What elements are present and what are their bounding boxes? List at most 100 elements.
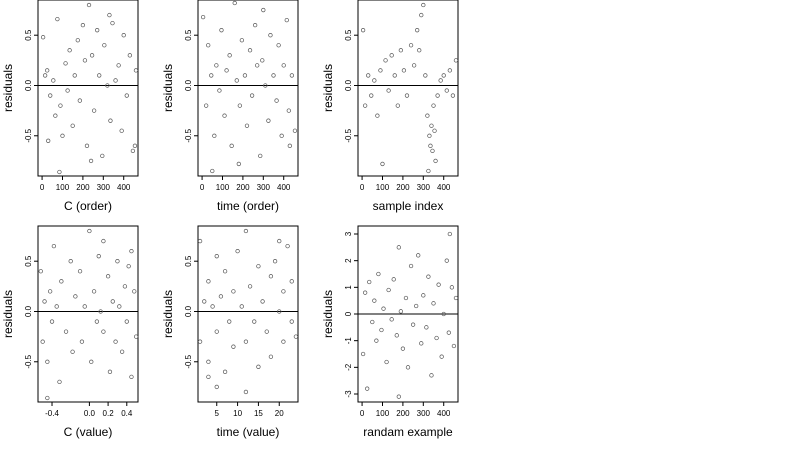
data-point [210,304,215,309]
data-point [431,103,436,108]
data-point [268,274,274,279]
data-point [425,113,430,118]
data-point [132,143,138,148]
data-point [362,103,368,108]
data-point [285,243,290,249]
data-point [206,374,211,380]
data-point [255,63,260,68]
data-point [91,289,97,294]
y-tick-label: 0.0 [184,305,193,317]
data-point [84,143,90,148]
data-point [281,289,286,294]
x-tick-label: 300 [417,409,431,418]
data-point [434,335,439,341]
plot-frame [197,225,299,403]
plot-frame [197,0,299,177]
data-point [80,22,86,28]
data-point [444,88,449,93]
data-point [202,299,207,304]
data-point [206,359,211,364]
data-point [222,113,227,118]
x-tick-label: 20 [275,409,284,418]
data-point [428,143,433,148]
data-point [389,53,394,58]
data-point [63,329,69,334]
data-point [415,28,420,33]
data-point [292,128,298,133]
data-point [239,304,244,309]
data-point [214,329,219,334]
y-tick-label: 3 [344,231,353,236]
data-point [429,123,434,128]
data-point [48,93,53,98]
data-point [256,364,261,369]
data-point [107,369,113,374]
data-point [73,294,78,299]
y-tick-label: -1 [344,337,353,345]
plot-frame [37,225,139,403]
x-tick-label: 200 [76,183,90,192]
x-tick-label: 100 [216,183,230,192]
data-point [421,293,426,298]
x-axis-label: C (value) [64,425,113,439]
data-point [247,48,253,53]
data-point [281,63,286,68]
data-point [268,354,274,359]
x-axis-label: sample index [373,199,444,213]
data-point [286,108,291,113]
data-point [49,319,55,324]
data-point [289,319,294,324]
data-point [394,333,399,338]
data-point [244,123,250,128]
data-point [404,93,410,98]
data-point [289,73,295,78]
data-point [277,238,282,244]
data-point [360,351,366,357]
data-point [426,168,431,174]
x-axis-label: time (value) [217,425,280,439]
data-point [102,43,107,48]
data-point [212,133,217,138]
data-point [243,389,249,395]
data-point [392,73,397,78]
data-point [121,33,126,38]
data-point [51,243,57,249]
data-point [243,339,249,344]
data-point [58,103,63,108]
y-tick-label: -0.5 [24,354,33,368]
data-point [210,168,215,174]
data-point [419,12,424,18]
x-tick-label: 300 [257,183,271,192]
data-point [453,58,459,63]
data-point [370,319,375,325]
data-point [45,395,50,401]
data-point [75,38,80,43]
data-point [446,330,451,335]
data-point [113,78,118,83]
panel-time-value: 5 10 15 20 -0.5 0.0 0.5 time (value) residuals [161,225,299,439]
data-point [424,325,429,330]
data-point [234,78,239,83]
data-point [277,309,282,314]
data-point [396,245,401,250]
y-axis-label: residuals [321,290,335,338]
data-point [411,63,417,68]
data-point [438,78,443,83]
panel-time-order: 0 100 200 300 400 -0.5 0.0 0.5 time (order) resid… [161,0,299,213]
data-point [378,68,383,73]
data-point [362,290,368,295]
data-point [252,319,257,324]
data-point [214,254,219,259]
data-point [263,83,268,88]
x-tick-label: 0.2 [103,409,115,418]
data-point [63,61,68,66]
data-point [276,43,281,48]
data-point [419,341,424,346]
data-point [108,118,113,123]
data-point [383,58,388,63]
data-point [57,169,62,175]
data-point [219,28,224,33]
x-axis-label: time (order) [217,199,279,213]
data-point [398,309,404,314]
